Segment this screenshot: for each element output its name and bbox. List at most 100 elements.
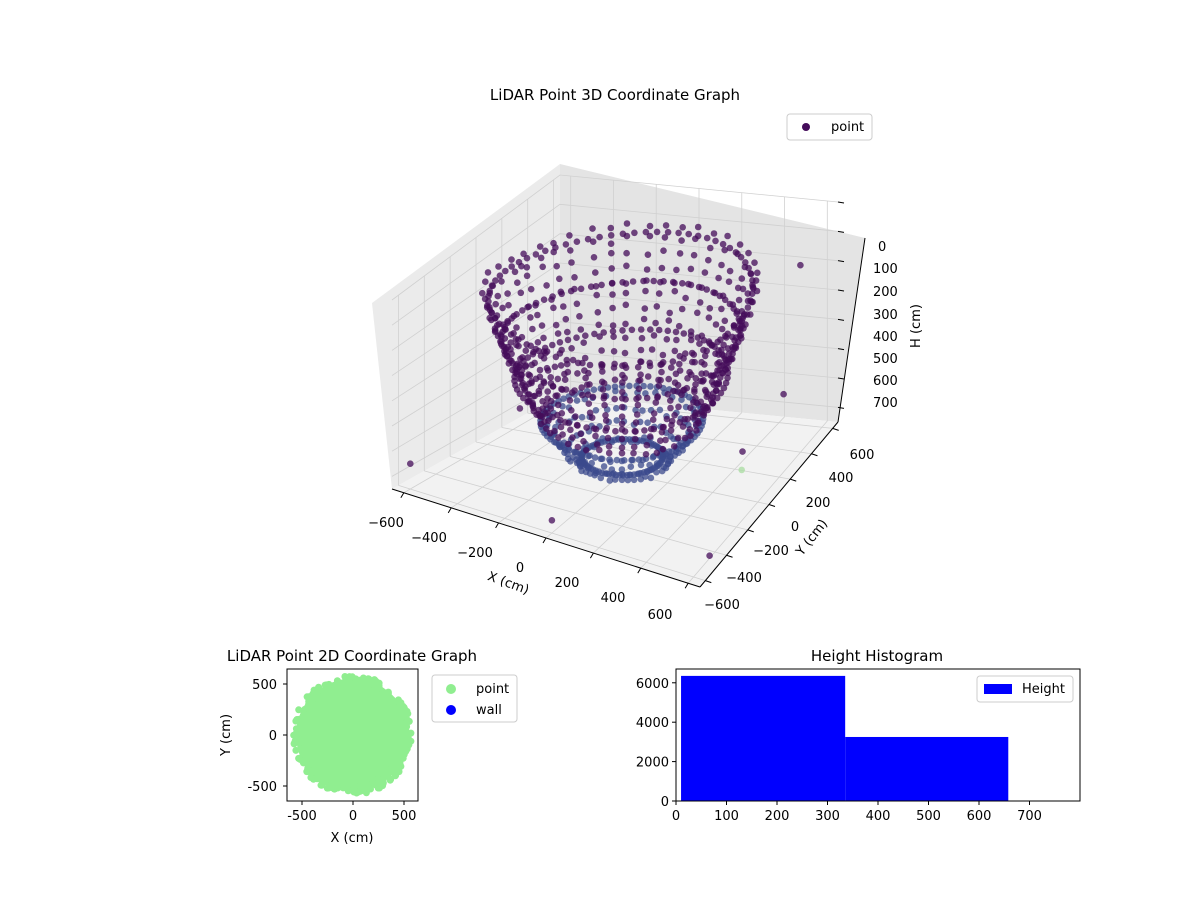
point-3d: [701, 352, 709, 360]
point-3d: [512, 362, 520, 369]
point-2d: [307, 767, 315, 775]
x-tick-mark: [589, 552, 594, 559]
point-3d: [730, 322, 738, 329]
point-3d: [641, 427, 648, 434]
point-3d: [548, 296, 555, 303]
point-3d: [495, 263, 502, 270]
point-3d: [580, 339, 587, 347]
x-tick-label: 200: [555, 576, 580, 591]
chart-2d-x-label: X (cm): [331, 831, 374, 846]
point-3d: [698, 370, 705, 378]
point-3d: [692, 375, 700, 382]
point-3d: [703, 286, 710, 293]
point-3d: [632, 419, 640, 426]
point-3d: [572, 449, 579, 456]
point-3d: [562, 386, 570, 393]
point-3d: [564, 336, 572, 344]
point-3d: [544, 367, 552, 374]
point-3d: [636, 377, 644, 384]
point-3d: [596, 233, 603, 241]
point-2d: [397, 762, 405, 770]
y-tick-label: 2000: [636, 756, 669, 771]
point-2d: [298, 729, 306, 737]
point-3d: [592, 407, 600, 414]
point-3d: [684, 415, 691, 423]
y-tick-label: 4000: [636, 716, 669, 731]
y-tick-mark: [726, 554, 733, 558]
point-3d: [630, 449, 637, 457]
chart-2d-legend: point wall: [431, 674, 518, 723]
point-3d: [582, 332, 589, 340]
point-3d: [639, 407, 646, 414]
point-3d: [540, 355, 548, 362]
histogram-title: Height Histogram: [811, 647, 943, 665]
point-3d: [735, 296, 743, 304]
y-tick-mark: [790, 478, 797, 482]
point-3d: [681, 434, 689, 442]
point-3d: [748, 290, 756, 298]
point-3d: [724, 345, 732, 352]
pane-left: [372, 164, 560, 489]
point-3d: [642, 228, 650, 236]
x-tick-label: −600: [368, 516, 404, 531]
point-3d: [681, 386, 688, 394]
point-3d: [484, 269, 492, 276]
point-3d: [637, 371, 644, 379]
point-3d: [561, 370, 568, 378]
z-tick-label: 300: [873, 308, 898, 323]
x-tick-label: −400: [411, 531, 447, 546]
point-3d: [577, 285, 585, 293]
point-3d: [708, 342, 715, 349]
x-tick-mark: [447, 507, 452, 514]
point-3d: [694, 232, 702, 240]
point-3d: [590, 253, 598, 261]
point-3d: [581, 367, 588, 374]
point-2d: [295, 706, 303, 714]
y-tick-mark: [705, 580, 712, 584]
point-3d: [638, 334, 646, 342]
x-tick-label: 0: [672, 809, 680, 824]
point-3d: [668, 364, 675, 371]
point-3d: [657, 278, 664, 286]
point-3d: [563, 356, 571, 364]
point-3d: [689, 358, 696, 366]
chart-2d-title: LiDAR Point 2D Coordinate Graph: [227, 647, 477, 665]
point-3d: [634, 363, 642, 371]
point-3d: [581, 354, 589, 362]
z-tick-label: 200: [873, 285, 898, 300]
point-3d: [753, 287, 761, 295]
point-2d: [398, 703, 406, 711]
point-3d: [659, 445, 667, 453]
point-3d: [598, 378, 606, 386]
point-3d: [583, 381, 591, 389]
point-3d: [613, 456, 621, 464]
point-2d: [299, 750, 307, 758]
point-3d: [718, 261, 725, 269]
chart-histogram: Height Histogram 0 100 200 300 400 500 600 700 …: [636, 647, 1081, 824]
legend-marker-wall: [446, 705, 456, 715]
x-tick-label: 600: [967, 809, 992, 824]
point-3d: [671, 287, 679, 295]
point-3d: [542, 410, 549, 417]
z-tick-label: 100: [873, 262, 898, 277]
point-3d: [653, 228, 661, 236]
height-gridline: [391, 262, 839, 376]
point-2d: [303, 693, 311, 701]
point-3d: [701, 269, 709, 276]
point-3d: [536, 243, 544, 250]
point-3d: [724, 232, 731, 240]
point-3d: [598, 281, 605, 289]
point-3d: [552, 244, 559, 251]
point-3d: [650, 410, 658, 417]
point-3d: [492, 314, 499, 322]
point-3d: [602, 427, 609, 434]
point-3d: [780, 390, 787, 398]
point-3d: [642, 287, 649, 295]
point-3d: [586, 361, 594, 369]
point-2d: [375, 681, 383, 689]
point-2d: [364, 682, 372, 690]
point-3d: [584, 235, 592, 243]
point-3d: [749, 283, 757, 291]
point-3d: [596, 446, 603, 454]
legend-marker-height: [984, 684, 1012, 694]
